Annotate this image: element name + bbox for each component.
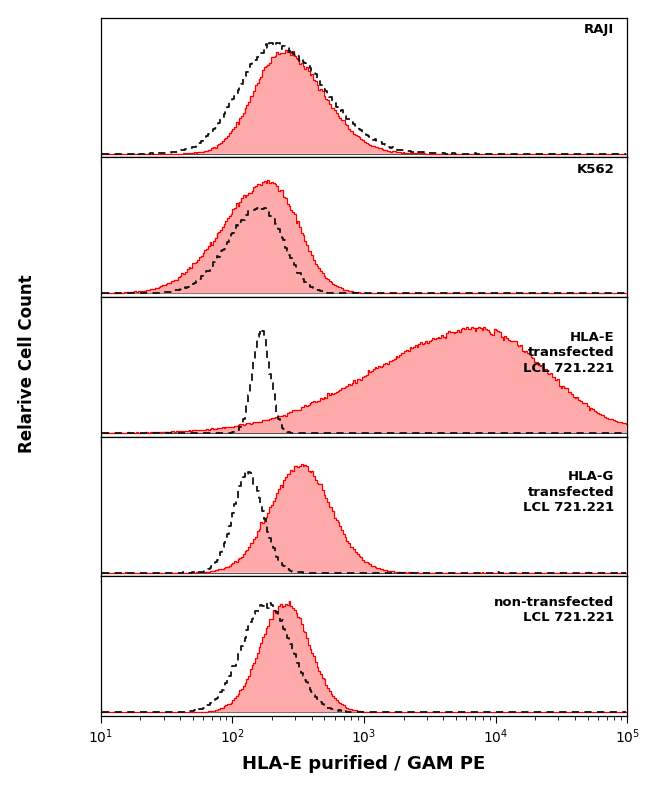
Text: RAJI: RAJI [584, 23, 614, 36]
Text: HLA-E
transfected
LCL 721.221: HLA-E transfected LCL 721.221 [523, 331, 614, 375]
X-axis label: HLA-E purified / GAM PE: HLA-E purified / GAM PE [242, 755, 486, 773]
Text: K562: K562 [577, 163, 614, 176]
Text: Relarive Cell Count: Relarive Cell Count [18, 275, 36, 453]
Text: HLA-G
transfected
LCL 721.221: HLA-G transfected LCL 721.221 [523, 470, 614, 515]
Text: non-transfected
LCL 721.221: non-transfected LCL 721.221 [494, 596, 614, 625]
